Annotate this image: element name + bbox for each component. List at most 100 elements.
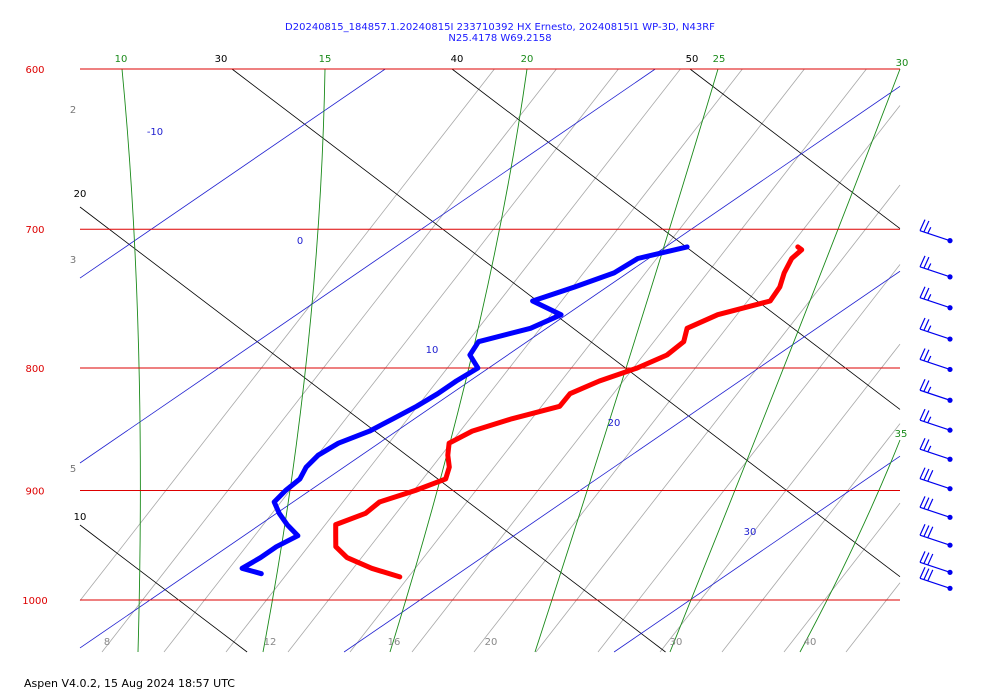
pressure-label: 900 bbox=[25, 486, 44, 497]
wind-barb-flag bbox=[919, 255, 926, 268]
moist-adiabat-label: 20 bbox=[521, 54, 534, 65]
temperature-trace bbox=[333, 244, 805, 580]
wind-barb-flag bbox=[919, 348, 926, 360]
dry-adiabat-label: 20 bbox=[74, 189, 87, 200]
wind-barb-flag bbox=[927, 470, 934, 482]
wind-barb-staff bbox=[919, 230, 951, 242]
wind-barb bbox=[919, 496, 953, 520]
wind-barb-flag bbox=[923, 439, 930, 451]
moist-adiabat bbox=[799, 439, 901, 653]
wind-barb-flag bbox=[923, 220, 930, 233]
wind-barb bbox=[919, 437, 953, 462]
dry-adiabat-label: 40 bbox=[451, 54, 464, 65]
wind-barb-flag bbox=[923, 319, 930, 331]
chart-subtitle: N25.4178 W69.2158 bbox=[448, 33, 552, 44]
wind-barb-flag bbox=[919, 496, 926, 508]
isotherm-line bbox=[613, 455, 901, 653]
wind-barb-flag bbox=[919, 219, 926, 231]
wind-barb-flag bbox=[923, 380, 930, 392]
wind-barb-half bbox=[927, 355, 932, 363]
dry-adiabat bbox=[79, 524, 248, 653]
wind-barb-half bbox=[927, 226, 932, 234]
wind-barb-flag bbox=[923, 256, 930, 269]
wind-barb-flag bbox=[927, 498, 934, 511]
profile-layer bbox=[239, 244, 805, 580]
wind-barb-layer bbox=[919, 219, 953, 591]
guide-line bbox=[845, 582, 901, 653]
wind-barb-flag bbox=[923, 468, 930, 481]
bottom-temp-label: 12 bbox=[264, 637, 277, 648]
isotherm-label: 10 bbox=[426, 345, 439, 356]
wind-barb-flag bbox=[919, 523, 926, 536]
guide-line bbox=[163, 68, 619, 653]
dry-adiabat bbox=[231, 68, 901, 577]
guide-line bbox=[473, 105, 901, 653]
bottom-temp-label: 40 bbox=[804, 637, 817, 648]
isotherm-line bbox=[343, 270, 901, 653]
moist-adiabat-label: 10 bbox=[115, 54, 128, 65]
wind-barb-flag bbox=[923, 497, 930, 509]
isotherm-line bbox=[79, 68, 386, 279]
wind-barb-station bbox=[947, 569, 953, 575]
bottom-temp-label: 8 bbox=[104, 637, 110, 648]
wind-barb-staff bbox=[919, 577, 951, 589]
moist-adiabat-label: 25 bbox=[713, 54, 726, 65]
wind-barb-station bbox=[947, 542, 953, 548]
wind-barb-flag bbox=[927, 569, 934, 582]
wind-barb-half bbox=[927, 386, 932, 394]
wind-barb bbox=[919, 219, 953, 244]
isotherm-line bbox=[79, 68, 656, 464]
wind-barb-flag bbox=[923, 410, 930, 422]
wind-barb-staff bbox=[919, 561, 951, 573]
wind-barb-staff bbox=[919, 266, 951, 278]
moist-adiabat bbox=[389, 68, 528, 653]
dry-adiabat-label: 50 bbox=[686, 54, 699, 65]
guide-line bbox=[597, 264, 901, 653]
bottom-temp-label: 20 bbox=[485, 637, 498, 648]
wind-barb-station bbox=[947, 585, 953, 591]
pressure-label: 700 bbox=[25, 225, 44, 236]
dry-adiabat-label: 10 bbox=[74, 512, 87, 523]
wind-barb bbox=[919, 523, 953, 548]
wind-barb bbox=[919, 286, 953, 311]
wind-barb-staff bbox=[919, 506, 951, 518]
wind-barb-staff bbox=[919, 419, 951, 431]
wind-barb bbox=[919, 348, 953, 373]
wind-barb-half bbox=[927, 325, 932, 332]
isotherm-label: 20 bbox=[608, 418, 621, 429]
wind-barb-flag bbox=[923, 287, 930, 300]
mixing-ratio-label: 2 bbox=[70, 105, 76, 116]
wind-barb-half bbox=[927, 294, 932, 301]
guide-line bbox=[411, 68, 867, 653]
moist-adiabat bbox=[534, 68, 719, 653]
wind-barb-half bbox=[927, 416, 932, 424]
dry-adiabat bbox=[451, 68, 901, 410]
wind-barb-staff bbox=[919, 478, 951, 490]
bottom-temp-label: 30 bbox=[670, 637, 683, 648]
chart-title: D20240815_184857.1.20240815I 233710392 H… bbox=[285, 22, 715, 33]
moist-adiabat-label: 35 bbox=[895, 429, 908, 440]
guide-line bbox=[535, 184, 901, 653]
dewpoint-trace bbox=[239, 244, 690, 577]
dry-adiabat bbox=[689, 68, 901, 229]
wind-barb bbox=[919, 378, 953, 403]
footer-text: Aspen V4.0.2, 15 Aug 2024 18:57 UTC bbox=[24, 677, 235, 690]
dry-adiabat-label: 30 bbox=[215, 54, 228, 65]
wind-barb-staff bbox=[919, 328, 951, 340]
grid-layer bbox=[79, 68, 901, 653]
guide-line bbox=[721, 423, 901, 653]
wind-barb-half bbox=[927, 263, 932, 270]
guide-line bbox=[287, 68, 743, 653]
pressure-label: 1000 bbox=[22, 596, 47, 607]
mixing-ratio-label: 3 bbox=[70, 255, 76, 266]
wind-barb-flag bbox=[923, 525, 930, 537]
wind-barb bbox=[919, 567, 953, 591]
wind-barb-flag bbox=[927, 526, 934, 539]
guide-line bbox=[349, 68, 805, 653]
pressure-label: 600 bbox=[25, 65, 44, 76]
wind-barb-flag bbox=[919, 567, 926, 579]
guide-line bbox=[225, 68, 681, 653]
wind-barb bbox=[919, 551, 953, 575]
wind-barb-flag bbox=[923, 552, 930, 564]
